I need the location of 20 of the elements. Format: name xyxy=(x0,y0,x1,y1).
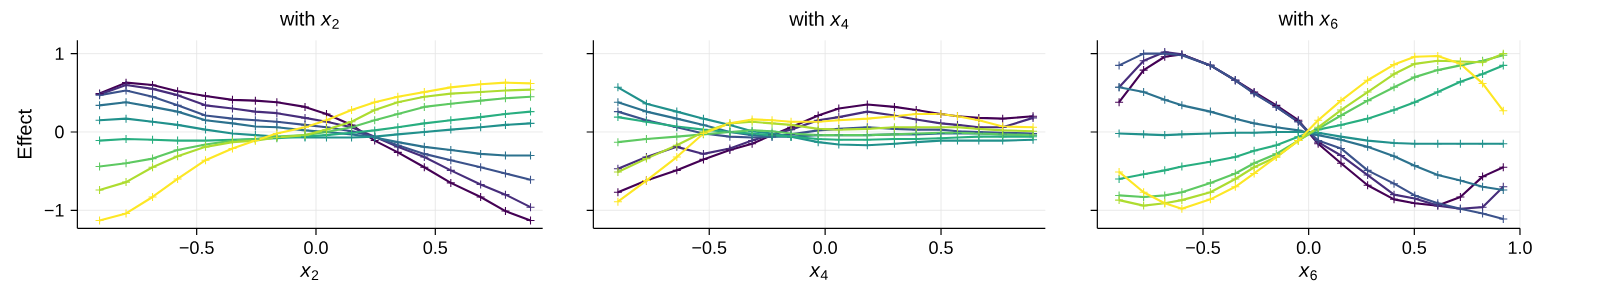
x-tick-label: 0.5 xyxy=(1402,241,1427,254)
x-tick-label: 0.0 xyxy=(304,241,328,254)
y-axis-title: Effect xyxy=(16,109,32,159)
x-tick-label: 1.0 xyxy=(1508,241,1532,254)
chart-title: with x$_{4}$ xyxy=(789,11,849,29)
x-tick-label: −0.5 xyxy=(1186,241,1221,254)
x-tick-label: 0.5 xyxy=(929,241,953,254)
x-axis-title: x$_{4}$ xyxy=(809,266,828,280)
chart-title: with x$_{6}$ xyxy=(1278,10,1338,29)
y-tick-label: 0 xyxy=(55,125,64,139)
y-tick-label: −1 xyxy=(44,204,64,217)
x-tick-label: 0.0 xyxy=(1296,241,1321,254)
x-axis-title: x$_{2}$ xyxy=(299,266,319,280)
x-tick-label: −0.5 xyxy=(692,241,727,254)
x-axis-title: x$_{6}$ xyxy=(1298,266,1317,281)
x-tick-label: 0.5 xyxy=(423,241,448,254)
y-tick-label: 1 xyxy=(55,47,64,60)
x-tick-label: −0.5 xyxy=(179,241,214,254)
x-tick-label: 0.0 xyxy=(813,241,837,254)
chart-title: with x$_{2}$ xyxy=(279,11,339,29)
